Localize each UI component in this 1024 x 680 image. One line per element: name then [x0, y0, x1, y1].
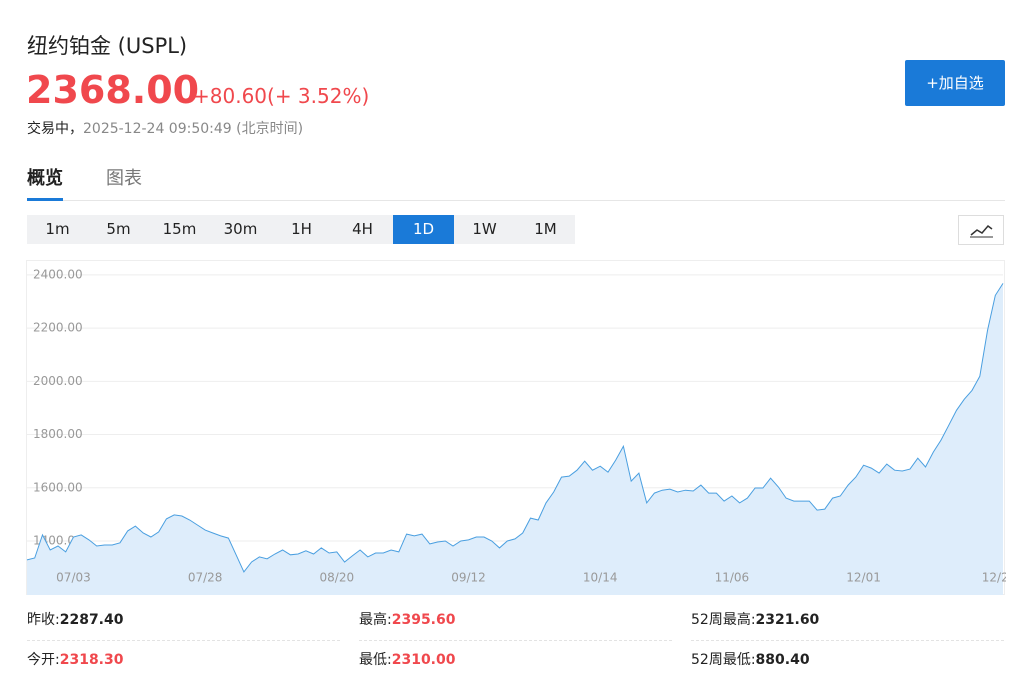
timestamp: 2025-12-24 09:50:49 (北京时间): [83, 121, 304, 137]
trade-status: 交易中，: [27, 121, 83, 137]
add-watchlist-button[interactable]: +加自选: [905, 60, 1005, 106]
title: 纽约铂金 (USPL): [27, 34, 188, 58]
period-button[interactable]: 1H: [291, 220, 312, 238]
period-button[interactable]: 1D: [393, 215, 454, 244]
y-tick-label: 1800.00: [33, 427, 83, 441]
stat-label: 今开:: [27, 652, 60, 668]
period-button[interactable]: 4H: [352, 220, 373, 238]
period-button[interactable]: 30m: [223, 220, 258, 238]
chart-type-button[interactable]: [958, 215, 1004, 245]
price-chart: 1400.001600.001800.002000.002200.002400.…: [26, 260, 1006, 595]
stat-value: 2287.40: [59, 612, 124, 628]
period-button[interactable]: 15m: [162, 220, 197, 238]
stat-label: 最高:: [359, 612, 392, 628]
x-tick-label: 07/03: [56, 571, 91, 585]
stat-value: 2395.60: [391, 612, 456, 628]
x-tick-label: 12/01: [846, 571, 881, 585]
stat-value: 2321.60: [755, 612, 820, 628]
stat-value: 2318.30: [59, 652, 124, 668]
price-change: +80.60(+ 3.52%): [193, 84, 369, 108]
y-tick-label: 1600.00: [33, 480, 83, 494]
x-tick-label: 10/14: [583, 571, 618, 585]
period-button[interactable]: 1m: [45, 220, 70, 238]
period-button[interactable]: 1W: [472, 220, 497, 238]
x-tick-label: 07/28: [188, 571, 223, 585]
x-tick-label: 08/20: [320, 571, 355, 585]
stat-item: 最高:2395.60: [359, 601, 672, 641]
period-button[interactable]: 5m: [106, 220, 131, 238]
tab[interactable]: 概览: [27, 164, 63, 201]
x-tick-label: 09/12: [451, 571, 486, 585]
stat-item: 最低:2310.00: [359, 641, 672, 680]
y-tick-label: 2000.00: [33, 374, 83, 388]
y-tick-label: 2400.00: [33, 267, 83, 281]
y-tick-label: 2200.00: [33, 321, 83, 335]
x-tick-label: 12/2: [982, 571, 1006, 585]
price-line: [26, 283, 1004, 573]
stat-item: 昨收:2287.40: [27, 601, 340, 641]
chart-type-icon: [970, 224, 993, 238]
change: +80.60: [193, 84, 268, 108]
status: 交易中，2025-12-24 09:50:49 (北京时间): [27, 118, 303, 138]
stat-value: 880.40: [755, 652, 810, 668]
stat-label: 最低:: [359, 652, 392, 668]
period-selector: 1m 5m 15m 30m 1H 4H 1D 1W 1M: [27, 215, 575, 244]
stat-label: 52周最高:: [691, 612, 756, 628]
change-pct: (+ 3.52%): [267, 84, 370, 108]
period-button[interactable]: 1M: [534, 220, 557, 238]
stat-value: 2310.00: [391, 652, 456, 668]
stat-item: 今开:2318.30: [27, 641, 340, 680]
stat-label: 昨收:: [27, 612, 60, 628]
stat-item: 52周最高:2321.60: [691, 601, 1004, 641]
area-fill: [27, 283, 1003, 595]
x-tick-label: 11/06: [715, 571, 750, 585]
stat-item: 52周最低:880.40: [691, 641, 1004, 680]
tab[interactable]: 图表: [106, 168, 142, 189]
tabs: 概览 图表: [27, 164, 1005, 201]
stat-label: 52周最低:: [691, 652, 756, 668]
price: 2368.00: [26, 68, 200, 112]
